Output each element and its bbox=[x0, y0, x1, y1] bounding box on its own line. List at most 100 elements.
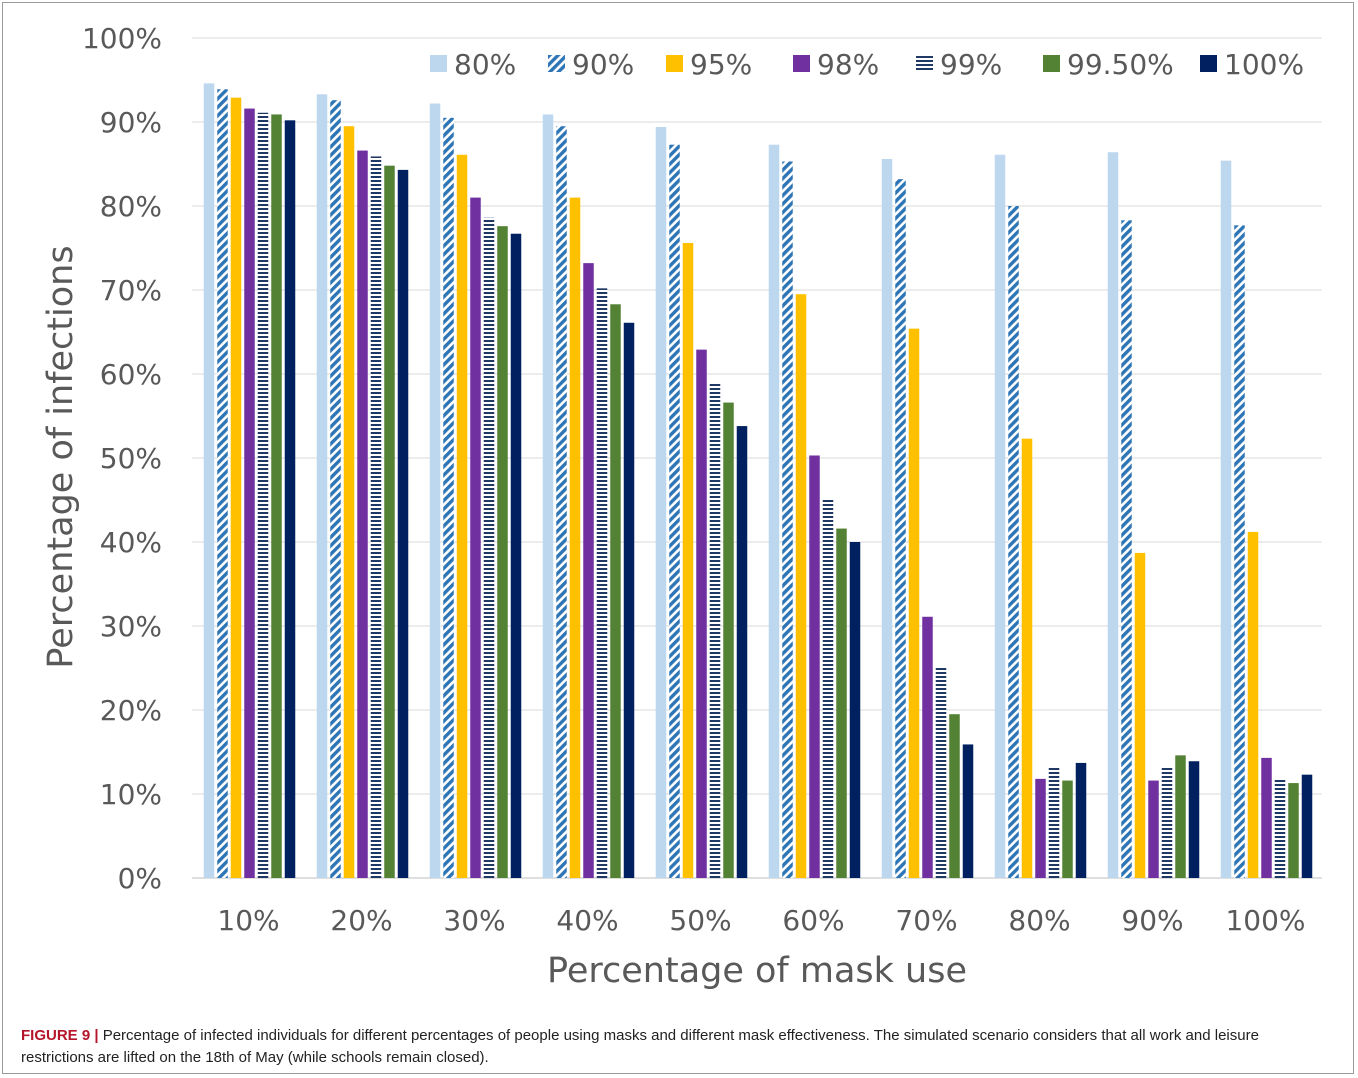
legend-label: 95% bbox=[690, 48, 752, 81]
bar bbox=[1247, 531, 1259, 878]
bar bbox=[908, 328, 920, 878]
bar bbox=[809, 455, 820, 878]
bar bbox=[1048, 767, 1060, 878]
legend-label: 100% bbox=[1224, 48, 1304, 81]
bar bbox=[1261, 757, 1272, 878]
bar bbox=[217, 89, 228, 879]
bar bbox=[962, 744, 974, 878]
bars bbox=[203, 83, 1313, 879]
bar bbox=[849, 542, 861, 878]
bar bbox=[795, 294, 807, 878]
x-tick-label: 60% bbox=[782, 904, 844, 937]
bar bbox=[709, 382, 721, 878]
y-axis-title: Percentage of infections bbox=[41, 245, 81, 668]
bar bbox=[696, 349, 707, 878]
bar bbox=[949, 714, 960, 878]
bar bbox=[881, 158, 893, 878]
bar bbox=[429, 103, 441, 878]
bar bbox=[723, 402, 734, 878]
caption-label: FIGURE 9 | bbox=[21, 1027, 99, 1044]
figure-caption: FIGURE 9 | Percentage of infected indivi… bbox=[21, 1025, 1331, 1069]
bar bbox=[669, 144, 680, 878]
bar bbox=[736, 426, 748, 878]
bar bbox=[935, 668, 947, 878]
legend-swatch bbox=[793, 55, 810, 72]
x-tick-label: 70% bbox=[895, 904, 957, 937]
bar bbox=[1301, 774, 1313, 878]
bar bbox=[1148, 780, 1159, 878]
y-tick-label: 50% bbox=[100, 442, 162, 475]
y-tick-label: 80% bbox=[100, 190, 162, 223]
x-tick-labels: 10% 20% 30% 40% 50% 60% 70% 80% 90% 100% bbox=[217, 904, 1305, 937]
x-tick-label: 20% bbox=[330, 904, 392, 937]
legend-label: 99.50% bbox=[1067, 48, 1174, 81]
bar bbox=[542, 114, 554, 878]
bar bbox=[1075, 762, 1087, 878]
bar bbox=[895, 179, 906, 878]
legend-swatch bbox=[916, 55, 933, 72]
bar bbox=[1234, 225, 1245, 878]
y-tick-labels: 0% 10% 20% 30% 40% 50% 60% 70% 80% 90% 100% bbox=[82, 22, 162, 895]
bar bbox=[1274, 778, 1286, 878]
legend-swatch bbox=[430, 55, 447, 72]
bar bbox=[343, 126, 355, 878]
bar bbox=[483, 217, 495, 878]
bar bbox=[1161, 767, 1173, 878]
bar bbox=[230, 97, 242, 878]
bar bbox=[1220, 160, 1232, 878]
y-tick-label: 20% bbox=[100, 694, 162, 727]
legend-label: 99% bbox=[940, 48, 1002, 81]
bar bbox=[1035, 778, 1046, 878]
legend-label: 98% bbox=[817, 48, 879, 81]
bar bbox=[1062, 780, 1073, 878]
bar bbox=[510, 233, 522, 879]
bar bbox=[556, 126, 567, 878]
x-tick-label: 40% bbox=[556, 904, 618, 937]
bar bbox=[822, 499, 834, 878]
y-tick-label: 30% bbox=[100, 610, 162, 643]
bar bbox=[497, 226, 508, 878]
bar bbox=[655, 127, 667, 879]
legend-swatch bbox=[1043, 55, 1060, 72]
legend-swatch bbox=[666, 55, 683, 72]
bar bbox=[470, 197, 481, 879]
bar bbox=[1107, 152, 1119, 879]
bar bbox=[443, 117, 454, 879]
bar bbox=[994, 154, 1006, 878]
bar bbox=[370, 156, 382, 878]
bar bbox=[596, 288, 608, 878]
bar bbox=[384, 165, 395, 878]
x-tick-label: 30% bbox=[443, 904, 505, 937]
bar bbox=[1008, 206, 1019, 878]
y-tick-label: 100% bbox=[82, 22, 162, 55]
legend-swatch bbox=[1200, 55, 1217, 72]
legend-swatch bbox=[548, 55, 565, 72]
x-tick-label: 100% bbox=[1225, 904, 1305, 937]
x-tick-label: 10% bbox=[217, 904, 279, 937]
bar bbox=[284, 120, 296, 878]
y-tick-label: 10% bbox=[100, 778, 162, 811]
x-tick-label: 50% bbox=[669, 904, 731, 937]
bar bbox=[397, 169, 409, 878]
bar bbox=[682, 242, 694, 878]
legend-label: 80% bbox=[454, 48, 516, 81]
bar bbox=[257, 112, 269, 878]
y-tick-label: 60% bbox=[100, 358, 162, 391]
legend-label: 90% bbox=[572, 48, 634, 81]
x-tick-label: 80% bbox=[1008, 904, 1070, 937]
bar bbox=[569, 197, 581, 879]
bar bbox=[244, 108, 255, 878]
bar-chart: 0% 10% 20% 30% 40% 50% 60% 70% 80% 90% 100% 10% 20%… bbox=[41, 22, 1322, 991]
caption-text: Percentage of infected individuals for d… bbox=[21, 1027, 1259, 1066]
bar bbox=[1121, 220, 1132, 878]
bar bbox=[1134, 552, 1146, 878]
bar bbox=[610, 304, 621, 878]
bar bbox=[836, 528, 847, 878]
bar bbox=[623, 322, 635, 878]
bar bbox=[1021, 438, 1033, 878]
bar bbox=[1288, 783, 1299, 878]
bar bbox=[583, 263, 594, 878]
bar bbox=[1175, 755, 1186, 878]
bar bbox=[271, 114, 282, 878]
y-tick-label: 90% bbox=[100, 106, 162, 139]
